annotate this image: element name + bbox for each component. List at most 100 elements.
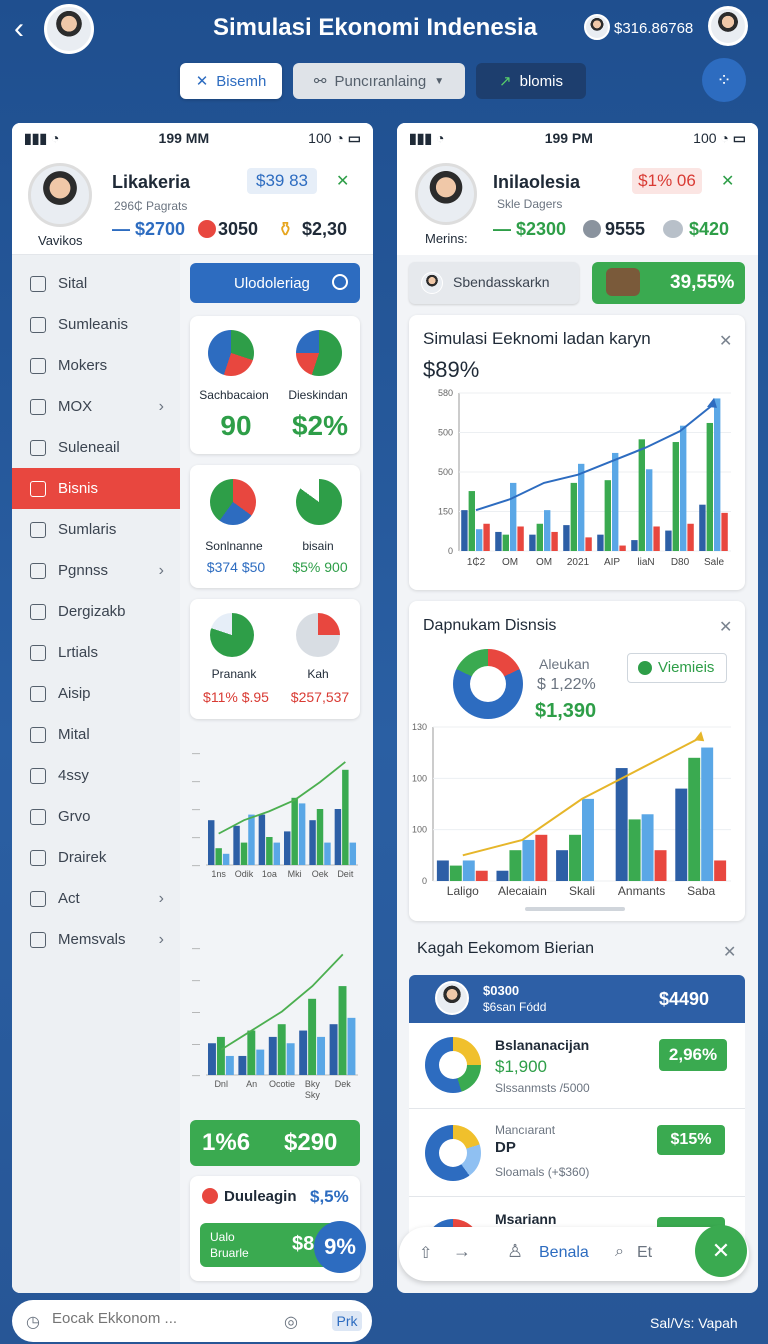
close-fab[interactable]: ✕ xyxy=(695,1225,747,1277)
right-phone: ▮▮▮ ◔ 199 PM 100 ◔ ▭ Merins: Inilaolesia… xyxy=(397,123,758,1293)
update-button[interactable]: Ulodoleriag xyxy=(190,263,360,303)
search-button[interactable]: Prk xyxy=(332,1311,362,1331)
bar xyxy=(284,831,291,865)
sidebar-item-5[interactable]: Bisnis xyxy=(12,468,180,509)
back-icon[interactable]: ‹ xyxy=(14,12,24,45)
tab-bisemh[interactable]: ✕ Bisemh xyxy=(180,63,282,99)
x-tick-label: 1ns xyxy=(211,869,226,879)
bar xyxy=(316,809,324,865)
chevron-down-icon: ▼ xyxy=(434,75,445,87)
y-tick-label: 100 xyxy=(412,773,427,783)
bar xyxy=(563,525,570,551)
bar xyxy=(317,1036,326,1075)
x-tick-label: Ocotie xyxy=(269,1079,295,1089)
sidebar-item-2[interactable]: Mokers xyxy=(12,345,180,386)
card-title: Dapnukam Disnsis xyxy=(423,617,557,634)
bar xyxy=(468,491,475,551)
donut-icon xyxy=(296,479,342,525)
x-tick-label: Anmants xyxy=(618,884,665,898)
trend-line xyxy=(462,736,702,857)
x-tick-label: Dnl xyxy=(214,1079,228,1089)
menu-icon xyxy=(30,808,46,825)
bar xyxy=(721,512,728,551)
nav-active-label[interactable]: Benala xyxy=(539,1244,589,1261)
user-avatar[interactable] xyxy=(44,4,94,54)
graduate-avatar[interactable] xyxy=(708,6,748,46)
arrow-right-icon[interactable]: → xyxy=(453,1241,471,1261)
profile-name: Inilaolesia xyxy=(493,172,581,192)
menu-icon xyxy=(30,685,46,702)
close-icon[interactable]: ✕ xyxy=(719,333,733,350)
bar xyxy=(536,523,543,551)
y-tick-mark: — xyxy=(192,777,200,786)
dual-card: Duuleagin $,5% Ualo Bruarle $8 9% xyxy=(190,1176,366,1281)
sidebar-item-1[interactable]: Sumleanis xyxy=(12,304,180,345)
metric-label: Dieskindan xyxy=(288,388,348,402)
list-item[interactable]: Mancıarant DP Sloamals (+$360) $15% xyxy=(409,1109,745,1197)
chip-left[interactable]: Sbendasskarkn xyxy=(409,262,579,304)
search-bar[interactable]: ◷ ◎ Prk xyxy=(12,1300,372,1342)
bar xyxy=(701,747,714,881)
arrow-head xyxy=(694,731,705,742)
sidebar-item-10[interactable]: Aisip xyxy=(12,673,180,714)
sidebar-item-13[interactable]: Grvo xyxy=(12,796,180,837)
stat-1: — $2700 xyxy=(112,219,186,239)
bar xyxy=(699,504,706,551)
sidebar-item-8[interactable]: Dergizakb xyxy=(12,591,180,632)
profile-name: Likakeria xyxy=(112,172,191,192)
user-icon[interactable]: ♙ xyxy=(507,1241,524,1261)
tab-blomis[interactable]: ↗ blomis xyxy=(476,63,586,99)
sidebar-item-label: MOX xyxy=(58,398,93,415)
sidebar-item-label: Aisip xyxy=(58,685,91,702)
sidebar-item-16[interactable]: Memsvals › xyxy=(12,919,180,960)
sidebar-item-11[interactable]: Mital xyxy=(12,714,180,755)
sidebar-item-12[interactable]: 4ssy xyxy=(12,755,180,796)
bar xyxy=(631,540,638,551)
bar xyxy=(238,1055,247,1075)
sidebar-item-7[interactable]: Pgnnss › xyxy=(12,550,180,591)
y-tick-mark: — xyxy=(192,1008,200,1017)
sidebar-item-15[interactable]: Act › xyxy=(12,878,180,919)
bar xyxy=(461,510,468,551)
x-tick-label: An xyxy=(246,1079,257,1089)
search-input[interactable] xyxy=(52,1310,262,1327)
sidebar-item-4[interactable]: Suleneail xyxy=(12,427,180,468)
close-icon[interactable]: ✕ xyxy=(721,173,735,190)
clock: 199 MM xyxy=(158,130,210,146)
alert-icon xyxy=(202,1188,218,1204)
bar xyxy=(628,819,641,881)
share-icon[interactable]: ⇧ xyxy=(419,1245,433,1262)
close-icon[interactable]: ✕ xyxy=(723,944,737,961)
mini-bar-chart-1: — — — — — 1ns Odik 1oa Mki Oek Deit xyxy=(192,749,358,879)
nav-search-label[interactable]: Et xyxy=(637,1244,653,1261)
left-phone: ▮▮▮ ◔ 199 MM 100 ◔ ▭ Vavikos Likakeria $… xyxy=(12,123,373,1293)
bar xyxy=(286,1043,295,1075)
clock-icon: ◷ xyxy=(26,1314,40,1331)
sidebar-item-9[interactable]: Lrtials xyxy=(12,632,180,673)
sidebar-item-3[interactable]: MOX › xyxy=(12,386,180,427)
menu-dots-button[interactable]: ⁘ xyxy=(702,58,746,102)
sidebar-item-label: Mital xyxy=(58,726,90,743)
sidebar-item-14[interactable]: Drairek xyxy=(12,837,180,878)
sidebar-item-0[interactable]: Sital xyxy=(12,263,180,304)
list-item[interactable]: Bslananacijan $1,900 Slssanmsts /5000 2,… xyxy=(409,1023,745,1109)
metric-value: $374 $50 xyxy=(206,559,266,575)
mic-icon[interactable]: ◎ xyxy=(284,1314,298,1331)
close-icon[interactable]: ✕ xyxy=(336,173,350,190)
search-icon[interactable]: ⌕ xyxy=(615,1243,624,1260)
dist-label: Aleukan xyxy=(539,656,590,672)
percent-fab[interactable]: 9% xyxy=(314,1221,366,1273)
sidebar-item-6[interactable]: Sumlaris xyxy=(12,509,180,550)
bar xyxy=(476,529,483,551)
profile-avatar[interactable] xyxy=(28,163,92,227)
bar xyxy=(641,814,654,881)
dropdown-puncıranlaing[interactable]: ⚯ Puncıranlaing ▼ xyxy=(293,63,465,99)
bar xyxy=(672,442,679,551)
sidebar-item-label: Dergizakb xyxy=(58,603,126,620)
chart-title: Simulasi Eeknomi ladan karyn xyxy=(423,329,651,348)
profile-avatar[interactable] xyxy=(415,163,477,225)
scroll-indicator[interactable] xyxy=(525,907,625,911)
close-icon[interactable]: ✕ xyxy=(719,619,733,636)
view-button[interactable]: Viemieis xyxy=(627,653,727,683)
chip-right[interactable]: 39,55% xyxy=(592,262,745,304)
